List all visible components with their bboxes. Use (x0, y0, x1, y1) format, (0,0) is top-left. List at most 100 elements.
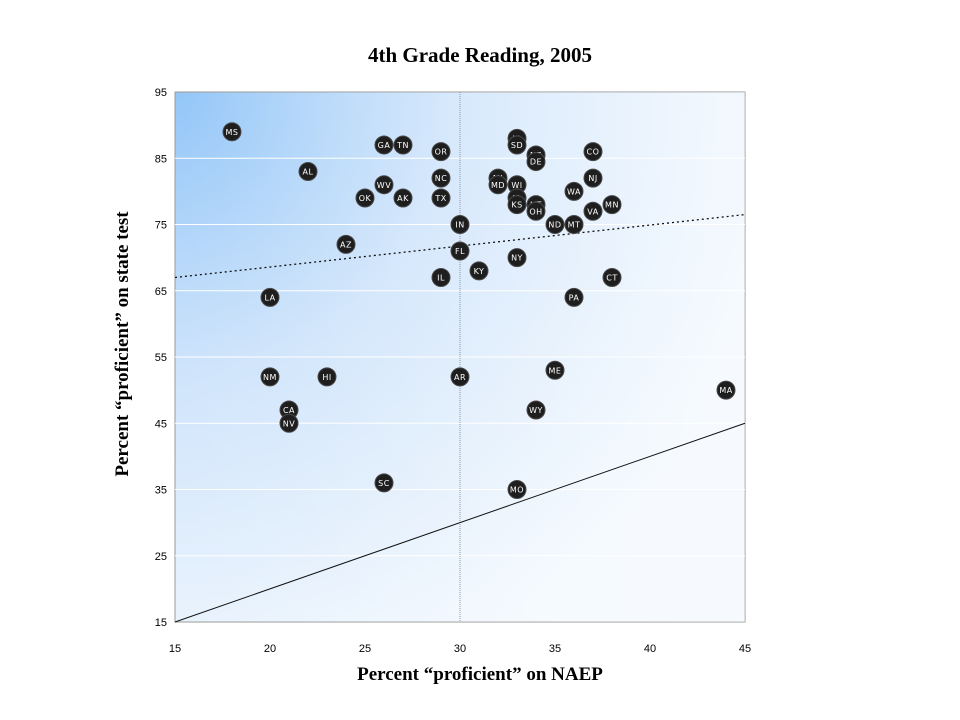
data-point-ny: NY (507, 248, 527, 268)
data-point-tn: TN (393, 135, 413, 155)
point-marker (526, 201, 546, 221)
data-point-ct: CT (602, 268, 622, 287)
y-tick-label: 95 (155, 87, 167, 99)
y-tick-label: 55 (155, 352, 167, 364)
point-label: NJ (588, 174, 597, 183)
x-tick-label: 35 (549, 643, 561, 655)
point-marker (602, 195, 622, 215)
data-point-nv: NV (279, 413, 299, 433)
point-marker (526, 400, 546, 420)
data-point-ar: AR (450, 367, 470, 387)
point-marker (602, 268, 622, 287)
x-tick-label: 40 (644, 643, 656, 655)
point-label: LA (264, 293, 275, 302)
data-point-in: IN (450, 215, 470, 234)
point-marker (374, 175, 394, 195)
point-label: IL (437, 274, 445, 283)
point-marker (526, 152, 546, 172)
data-point-hi: HI (317, 367, 337, 387)
point-label: MT (568, 221, 581, 230)
point-marker (336, 234, 356, 254)
point-marker (431, 142, 451, 162)
identity-line (174, 422, 746, 623)
data-point-mo: MO (507, 480, 527, 499)
data-point-sd: SD (507, 135, 527, 155)
point-marker (374, 473, 394, 493)
data-points: MSGATNORIDSDNEDECOALNCMIMDWINJWVWAOKAKTX… (222, 122, 736, 499)
y-tick-label: 25 (155, 551, 167, 563)
point-marker (374, 135, 394, 155)
point-label: OK (359, 194, 372, 203)
data-point-il: IL (431, 268, 451, 287)
data-point-ks: KS (507, 195, 527, 215)
data-point-az: AZ (336, 234, 356, 254)
data-point-md: MD (488, 175, 508, 195)
point-label: MA (719, 386, 732, 395)
point-marker (564, 181, 584, 201)
point-label: AL (303, 168, 314, 177)
point-marker (260, 367, 280, 387)
data-point-va: VA (583, 201, 603, 221)
point-marker (564, 215, 584, 234)
point-label: OR (435, 148, 448, 157)
point-marker (431, 168, 451, 188)
data-point-ky: KY (469, 261, 489, 281)
point-label: ND (548, 221, 561, 230)
data-point-me: ME (545, 360, 565, 380)
point-label: IN (455, 221, 464, 230)
data-point-nj: NJ (583, 168, 603, 188)
data-point-al: AL (298, 162, 318, 181)
point-label: CA (283, 406, 295, 415)
point-marker (716, 380, 736, 400)
y-axis-label: Percent “proficient” on state test (112, 211, 133, 477)
point-label: OH (529, 207, 542, 216)
point-marker (355, 188, 375, 208)
data-point-pa: PA (564, 287, 584, 307)
point-label: CT (606, 274, 617, 283)
data-point-ms: MS (222, 122, 242, 142)
data-point-wy: WY (526, 400, 546, 420)
point-label: MS (226, 128, 239, 137)
x-tick-label: 45 (739, 643, 751, 655)
point-marker (279, 413, 299, 433)
point-marker (222, 122, 242, 142)
point-label: MO (510, 486, 524, 495)
data-point-nc: NC (431, 168, 451, 188)
x-tick-label: 25 (359, 643, 371, 655)
point-label: MN (605, 201, 619, 210)
point-label: AR (454, 373, 466, 382)
data-point-tx: TX (431, 188, 451, 208)
point-label: HI (322, 373, 331, 382)
point-marker (260, 287, 280, 307)
point-label: PA (569, 293, 580, 302)
point-label: NV (283, 419, 295, 428)
data-point-de: DE (526, 152, 546, 172)
point-marker (298, 162, 318, 181)
point-marker (450, 215, 470, 234)
point-label: WA (567, 187, 581, 196)
data-point-wv: WV (374, 175, 394, 195)
chart-title: 4th Grade Reading, 2005 (368, 43, 592, 67)
point-marker (507, 135, 527, 155)
x-axis-label: Percent “proficient” on NAEP (357, 664, 603, 685)
point-label: MD (491, 181, 505, 190)
point-marker (393, 188, 413, 208)
x-tick-label: 30 (454, 643, 466, 655)
data-point-nm: NM (260, 367, 280, 387)
point-label: CO (587, 148, 600, 157)
y-tick-label: 65 (155, 286, 167, 298)
point-marker (488, 175, 508, 195)
point-label: KS (511, 201, 522, 210)
y-tick-label: 45 (155, 418, 167, 430)
data-point-ma: MA (716, 380, 736, 400)
data-point-mt: MT (564, 215, 584, 234)
point-label: NC (435, 174, 448, 183)
data-point-mn: MN (602, 195, 622, 215)
point-label: ME (549, 366, 562, 375)
data-point-or: OR (431, 142, 451, 162)
x-tick-label: 15 (169, 643, 181, 655)
point-marker (450, 241, 470, 261)
point-label: GA (378, 141, 391, 150)
point-label: NY (511, 254, 523, 263)
